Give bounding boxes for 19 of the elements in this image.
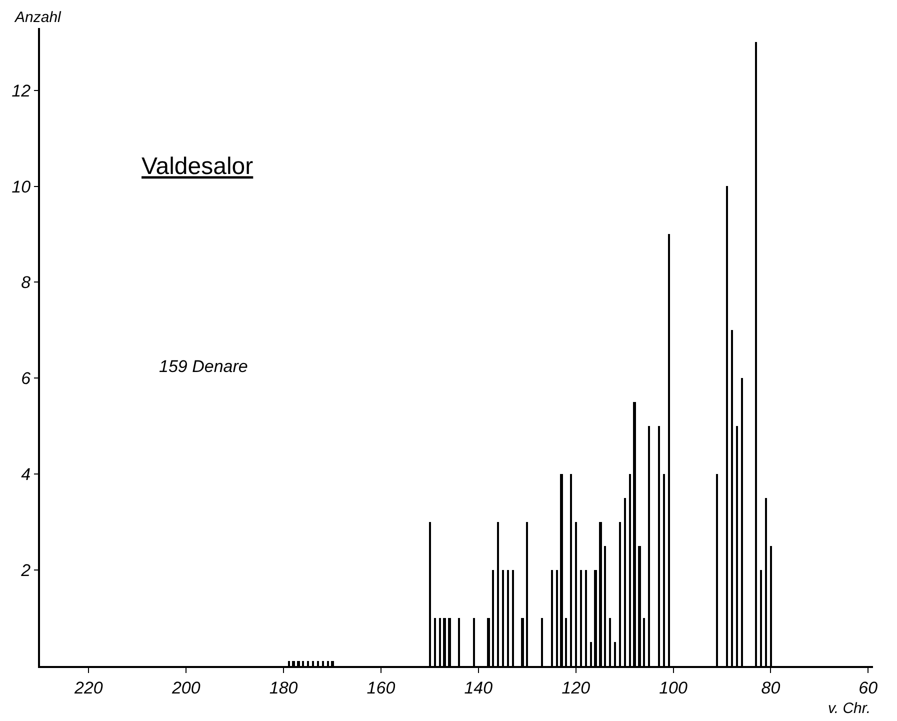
y-tick-label: 4 [21,465,31,484]
y-axis-title: Anzahl [14,9,62,26]
x-tick-label: 180 [269,678,298,698]
x-tick-label: 140 [464,678,494,698]
x-tick-label: 80 [761,678,781,698]
x-axis-title: v. Chr. [828,700,871,717]
y-tick-label: 8 [21,273,32,292]
text: Valdesalor [142,153,254,180]
y-tick-label: 10 [12,177,32,196]
y-tick-label: 2 [20,561,32,580]
x-tick-label: 120 [562,678,591,698]
y-tick-label: 6 [21,369,32,388]
annotation: 159 Denare [159,357,248,376]
x-tick-label: 220 [74,678,104,698]
y-tick-label: 12 [12,81,32,100]
x-tick-label: 160 [366,678,396,698]
x-tick-label: 60 [858,678,878,698]
x-tick-label: 100 [659,678,688,698]
x-tick-label: 200 [170,678,201,698]
